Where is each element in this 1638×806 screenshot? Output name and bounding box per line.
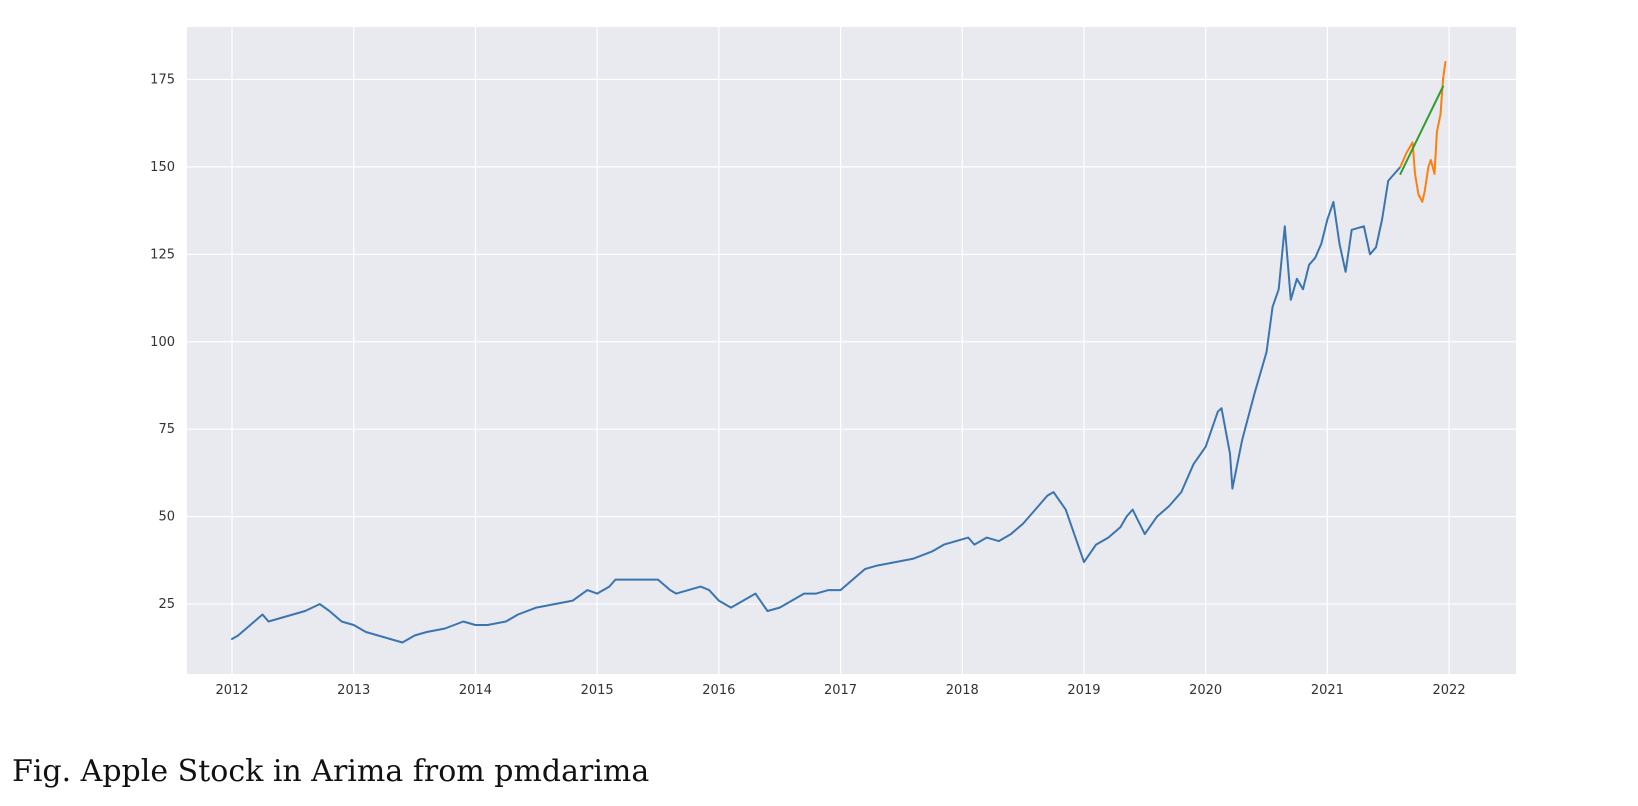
x-tick-label: 2015 xyxy=(581,683,614,698)
x-axis-ticks: 2012 2013 2014 2015 2016 2017 2018 2019 2020 2021… xyxy=(215,683,1465,698)
x-tick-label: 2021 xyxy=(1311,683,1344,698)
y-tick-label: 100 xyxy=(150,335,175,350)
series-lines xyxy=(231,61,1447,644)
x-tick-label: 2022 xyxy=(1433,683,1466,698)
figure-caption: Fig. Apple Stock in Arima from pmdarima xyxy=(12,754,650,789)
chart-container: 2012 2013 2014 2015 2016 2017 2018 2019 2020 2021… xyxy=(150,27,1516,698)
line-chart: 2012 2013 2014 2015 2016 2017 2018 2019 2020 2021… xyxy=(150,27,1516,698)
y-tick-label: 175 xyxy=(150,72,175,87)
plot-area-background xyxy=(187,27,1516,674)
y-tick-label: 150 xyxy=(150,160,175,175)
x-tick-label: 2012 xyxy=(215,683,248,698)
x-tick-label: 2013 xyxy=(337,683,370,698)
y-axis-ticks: 25 50 75 100 125 150 175 xyxy=(150,72,175,612)
x-tick-label: 2018 xyxy=(946,683,979,698)
x-tick-label: 2020 xyxy=(1189,683,1222,698)
y-tick-label: 75 xyxy=(158,422,175,437)
x-tick-label: 2017 xyxy=(824,683,857,698)
y-tick-label: 125 xyxy=(150,247,175,262)
series-line-1 xyxy=(231,165,1402,644)
x-tick-label: 2016 xyxy=(702,683,735,698)
x-tick-label: 2014 xyxy=(459,683,492,698)
y-tick-label: 50 xyxy=(158,510,175,525)
y-tick-label: 25 xyxy=(158,597,175,612)
series-line-3 xyxy=(1399,85,1444,175)
x-tick-label: 2019 xyxy=(1067,683,1100,698)
grid-lines xyxy=(187,27,1516,674)
